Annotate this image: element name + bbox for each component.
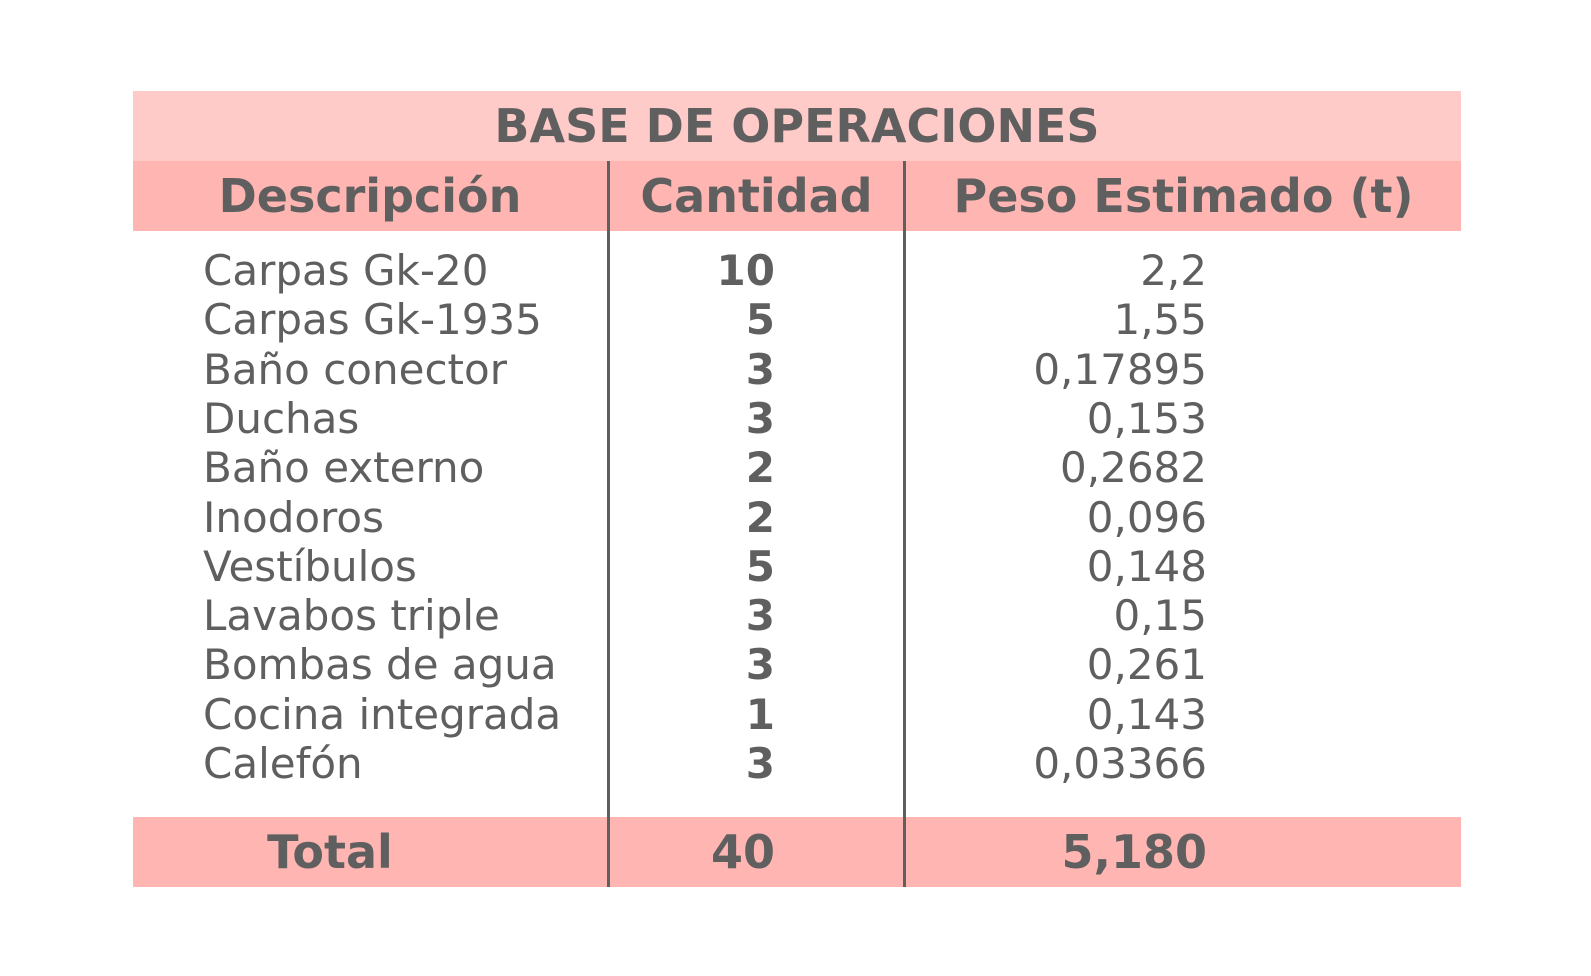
row-weight: 0,096 [1086,493,1207,542]
row-weight: 0,15 [1113,591,1207,640]
row-weight: 1,55 [1113,295,1207,344]
row-weight: 0,153 [1086,394,1207,443]
operations-table: BASE DE OPERACIONES Descripción Cantidad… [133,91,1461,887]
table-total-row [133,817,1461,887]
total-quantity: 40 [710,825,775,879]
row-quantity: 1 [745,690,775,739]
total-weight: 5,180 [1061,825,1207,879]
header-weight: Peso Estimado (t) [953,169,1414,223]
row-weight: 0,143 [1086,690,1207,739]
row-weight: 0,261 [1086,640,1207,689]
row-description: Lavabos triple [203,591,500,640]
table-title-bar: BASE DE OPERACIONES [133,91,1461,161]
row-quantity: 5 [745,295,775,344]
row-description: Baño externo [203,443,485,492]
header-quantity: Cantidad [640,169,873,223]
total-label: Total [267,825,393,879]
row-quantity: 10 [716,246,775,295]
column-divider [903,161,906,887]
row-weight: 0,2682 [1060,443,1207,492]
row-description: Bombas de agua [203,640,557,689]
row-description: Baño conector [203,345,507,394]
row-quantity: 3 [745,345,775,394]
row-quantity: 3 [745,640,775,689]
header-description: Descripción [218,169,522,223]
column-divider [607,161,610,887]
row-quantity: 2 [745,493,775,542]
row-description: Carpas Gk-20 [203,246,489,295]
row-quantity: 5 [745,542,775,591]
row-description: Vestíbulos [203,542,417,591]
table-header-row [133,161,1461,231]
row-weight: 0,148 [1086,542,1207,591]
row-quantity: 3 [745,394,775,443]
row-weight: 0,03366 [1033,739,1207,788]
row-weight: 2,2 [1140,246,1207,295]
row-quantity: 3 [745,739,775,788]
row-description: Inodoros [203,493,384,542]
row-description: Cocina integrada [203,690,562,739]
row-quantity: 3 [745,591,775,640]
row-weight: 0,17895 [1033,345,1207,394]
row-description: Carpas Gk-1935 [203,295,542,344]
row-description: Duchas [203,394,360,443]
table-title: BASE DE OPERACIONES [494,99,1100,153]
row-description: Calefón [203,739,363,788]
row-quantity: 2 [745,443,775,492]
